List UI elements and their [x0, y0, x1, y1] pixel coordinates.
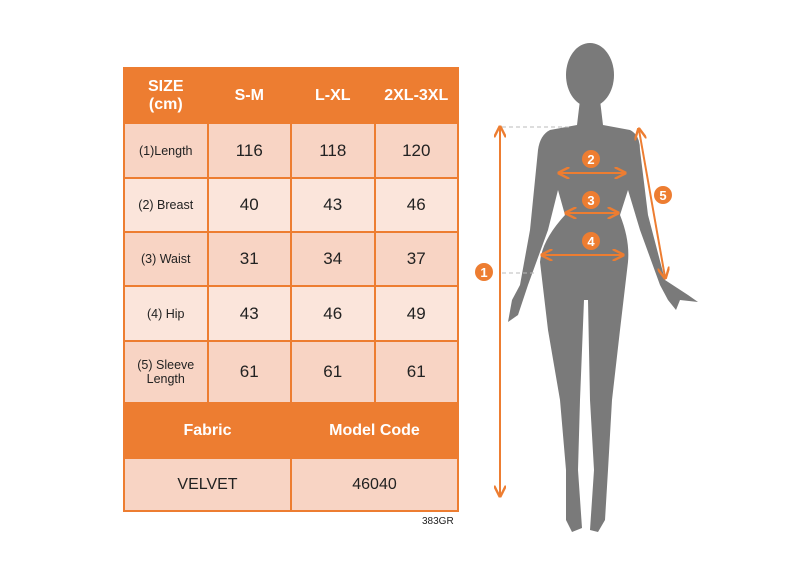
row-label: (3) Waist — [123, 231, 209, 287]
silhouette-body — [508, 100, 698, 532]
fabric-header: Fabric — [123, 402, 292, 459]
product-code: 383GR — [422, 516, 454, 527]
marker-5 — [654, 186, 672, 204]
row-label: (1)Length — [123, 122, 209, 179]
cell: 118 — [290, 122, 376, 179]
table-row: (1)Length 116 118 120 — [123, 122, 459, 179]
row-label: (2) Breast — [123, 177, 209, 233]
header-size-sm: S-M — [206, 67, 292, 124]
marker-4-label: 4 — [587, 234, 595, 249]
header-size-2xl3xl: 2XL-3XL — [373, 67, 459, 124]
cell: 61 — [373, 340, 459, 404]
sleeve-arrow — [639, 130, 665, 277]
marker-2-label: 2 — [587, 152, 594, 167]
cell: 31 — [206, 231, 292, 287]
cell: 34 — [290, 231, 376, 287]
cell: 43 — [206, 285, 292, 342]
table-row: (5) Sleeve Length 61 61 61 — [123, 340, 459, 404]
cell: 43 — [290, 177, 376, 233]
cell: 49 — [373, 285, 459, 342]
marker-1 — [475, 263, 493, 281]
table-row: (3) Waist 31 34 37 — [123, 231, 459, 287]
unit-label: (cm) — [148, 95, 183, 113]
size-label: SIZE — [147, 77, 184, 95]
table-row: (2) Breast 40 43 46 — [123, 177, 459, 233]
size-table: SIZE (cm) S-M L-XL 2XL-3XL (1)Length 116 … — [123, 67, 459, 512]
cell: 40 — [206, 177, 292, 233]
cell: 120 — [373, 122, 459, 179]
label-line: Length — [146, 372, 185, 386]
header-size: SIZE (cm) — [123, 67, 209, 124]
footer-header-row: Fabric Model Code — [123, 402, 459, 459]
row-label: (5) Sleeve Length — [123, 340, 209, 404]
footer-value-row: VELVET 46040 — [123, 457, 459, 512]
table-row: (4) Hip 43 46 49 — [123, 285, 459, 342]
silhouette — [508, 43, 698, 532]
row-label: (4) Hip — [123, 285, 209, 342]
header-size-lxl: L-XL — [290, 67, 376, 124]
model-code-value: 46040 — [290, 457, 459, 512]
fabric-value: VELVET — [123, 457, 292, 512]
marker-1-label: 1 — [480, 265, 487, 280]
cell: 116 — [206, 122, 292, 179]
marker-3 — [582, 191, 600, 209]
marker-3-label: 3 — [587, 193, 594, 208]
marker-4 — [582, 232, 600, 250]
label-line: (5) Sleeve — [137, 358, 195, 372]
marker-2 — [582, 150, 600, 168]
cell: 61 — [290, 340, 376, 404]
table-header-row: SIZE (cm) S-M L-XL 2XL-3XL — [123, 67, 459, 124]
marker-5-label: 5 — [659, 188, 666, 203]
cell: 61 — [206, 340, 292, 404]
silhouette-head — [566, 43, 614, 107]
cell: 37 — [373, 231, 459, 287]
cell: 46 — [373, 177, 459, 233]
cell: 46 — [290, 285, 376, 342]
markers — [475, 150, 672, 281]
model-code-header: Model Code — [290, 402, 459, 459]
